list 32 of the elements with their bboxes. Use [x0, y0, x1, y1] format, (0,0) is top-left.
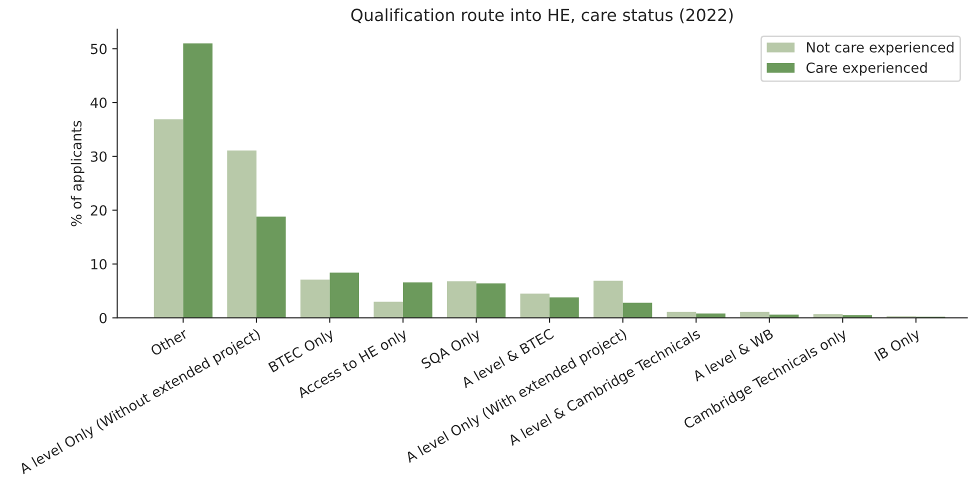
- y-tick-label: 30: [90, 151, 107, 162]
- legend-label: Not care experienced: [807, 42, 954, 56]
- bar: [183, 43, 212, 318]
- legend-label: Care experienced: [806, 62, 927, 76]
- x-tick-label: IB Only: [874, 328, 922, 364]
- bar: [374, 302, 404, 318]
- bar: [666, 312, 696, 318]
- bar: [330, 272, 360, 318]
- bar: [550, 297, 579, 318]
- bar: [696, 314, 726, 318]
- bar: [813, 314, 843, 318]
- bar: [476, 283, 506, 318]
- chart-title: Qualification route into HE, care status (2022): [351, 8, 733, 24]
- y-tick-label: 10: [91, 258, 107, 270]
- bar: [256, 216, 286, 318]
- bar: [842, 315, 872, 318]
- x-tick-label: SQA Only: [420, 328, 483, 372]
- bar: [740, 312, 770, 318]
- y-tick-label: 0: [100, 312, 107, 324]
- bar: [227, 150, 256, 318]
- bar: [403, 282, 432, 318]
- bar: [446, 281, 476, 318]
- y-axis-title: % of applicants: [70, 120, 84, 226]
- bar: [622, 302, 652, 318]
- y-tick-label: 50: [90, 44, 107, 54]
- y-tick-label: 20: [90, 205, 107, 216]
- bar: [154, 119, 184, 318]
- bar: [594, 280, 623, 318]
- y-tick-label: 40: [90, 98, 107, 108]
- bar: [300, 280, 330, 318]
- bar: [520, 294, 550, 318]
- bar: [769, 314, 799, 318]
